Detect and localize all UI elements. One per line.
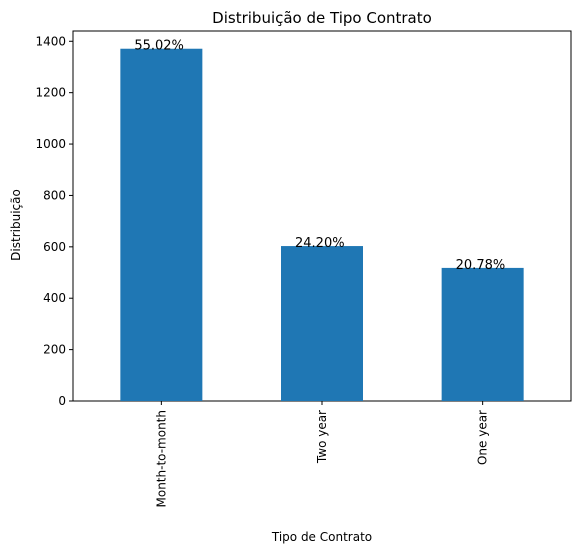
x-axis-label: Tipo de Contrato: [271, 530, 372, 544]
x-tick-label: Two year: [315, 410, 329, 464]
y-tick-label: 600: [43, 240, 66, 254]
chart-title: Distribuição de Tipo Contrato: [212, 9, 432, 27]
y-tick-label: 400: [43, 291, 66, 305]
y-tick-label: 0: [58, 394, 66, 408]
y-tick-label: 1000: [35, 137, 66, 151]
bars: [120, 49, 523, 401]
y-tick-label: 1200: [35, 86, 66, 100]
bar-data-label: 24.20%: [295, 236, 345, 251]
x-tick-label: Month-to-month: [154, 410, 168, 508]
x-tick-label: One year: [476, 410, 490, 465]
x-axis: Month-to-month Two year One year: [154, 401, 489, 508]
y-tick-label: 200: [43, 343, 66, 357]
y-tick-label: 1400: [35, 34, 66, 48]
bar: [120, 49, 202, 401]
bar: [281, 246, 363, 401]
y-axis-label: Distribuição: [9, 189, 23, 261]
y-axis: 0 200 400 600 800 1000 1200 1400: [35, 34, 73, 408]
bar: [442, 268, 524, 401]
y-tick-label: 800: [43, 188, 66, 202]
bar-data-label: 55.02%: [134, 39, 184, 54]
bar-data-label: 20.78%: [456, 258, 506, 273]
